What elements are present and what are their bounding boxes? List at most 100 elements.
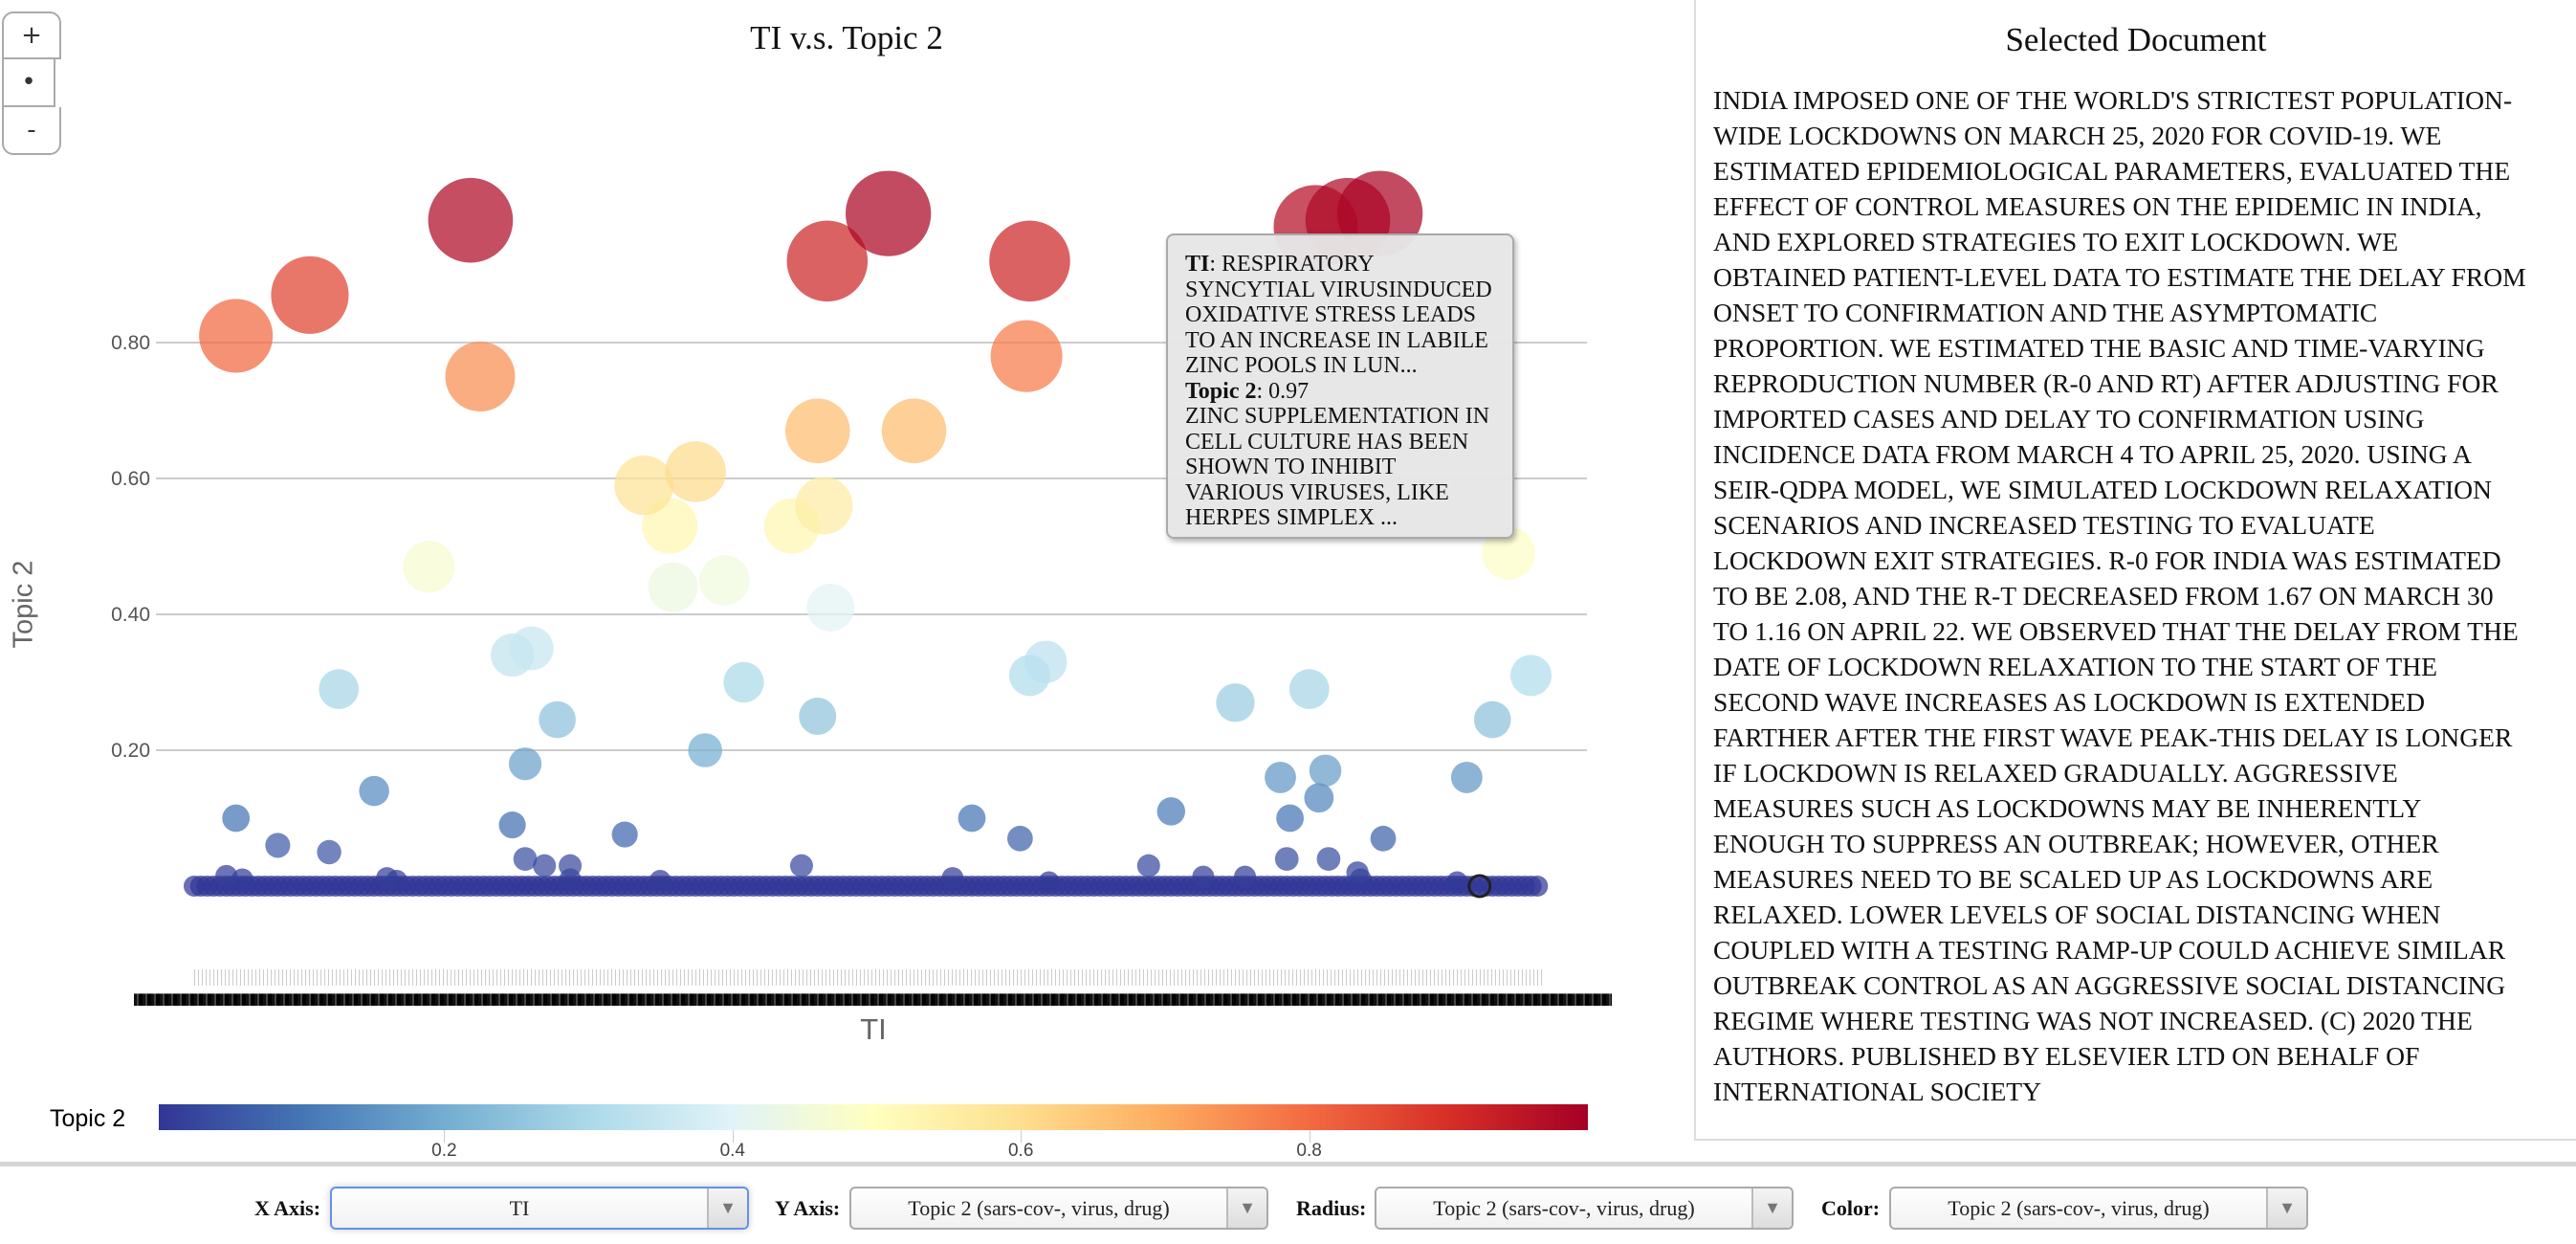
data-point[interactable]	[508, 747, 542, 781]
radius-select[interactable]: Topic 2 (sars-cov-, virus, drug) ▼	[1375, 1187, 1794, 1230]
data-point[interactable]	[1234, 865, 1257, 888]
colorbar-tick-label: 0.6	[1007, 1141, 1034, 1161]
data-point[interactable]	[1309, 754, 1342, 788]
data-point[interactable]	[1450, 761, 1483, 793]
data-point[interactable]	[665, 441, 726, 502]
data-point[interactable]	[1370, 825, 1397, 852]
data-point[interactable]	[1304, 783, 1334, 813]
data-point[interactable]	[1482, 526, 1535, 580]
colorbar-tick	[1021, 1130, 1023, 1143]
dropdown-arrow-icon[interactable]: ▼	[1226, 1188, 1266, 1228]
colorbar-tick	[444, 1130, 446, 1143]
data-point[interactable]	[265, 833, 291, 858]
chart-title: TI v.s. Topic 2	[750, 19, 943, 56]
data-point[interactable]	[845, 170, 932, 256]
data-point[interactable]	[1274, 847, 1299, 871]
data-point[interactable]	[1276, 804, 1304, 833]
data-point[interactable]	[513, 847, 538, 871]
data-point[interactable]	[1288, 669, 1330, 709]
selected-document-panel[interactable]: Selected Document INDIA IMPOSED ONE OF T…	[1694, 0, 2576, 1141]
data-point[interactable]	[199, 299, 274, 373]
data-point[interactable]	[1038, 871, 1060, 893]
data-point[interactable]	[990, 320, 1063, 392]
data-point[interactable]	[688, 733, 722, 767]
data-point[interactable]	[1316, 847, 1341, 871]
data-point[interactable]	[795, 477, 853, 535]
data-point[interactable]	[498, 811, 526, 839]
data-point[interactable]	[799, 698, 837, 735]
colorbar-tick	[732, 1130, 734, 1143]
document-title: Selected Document	[2005, 21, 2267, 58]
data-point[interactable]	[1510, 655, 1552, 697]
color-select[interactable]: Topic 2 (sars-cov-, virus, drug) ▼	[1889, 1187, 2308, 1230]
x-axis-select-value: TI	[509, 1195, 530, 1220]
x-axis-tick-labels	[134, 993, 1612, 1006]
data-point[interactable]	[699, 555, 750, 606]
zoom-in-button[interactable]: +	[2, 11, 61, 59]
y-axis-select[interactable]: Topic 2 (sars-cov-, virus, drug) ▼	[849, 1187, 1268, 1230]
data-point[interactable]	[611, 821, 638, 848]
data-point[interactable]	[941, 867, 964, 889]
data-point[interactable]	[403, 541, 455, 593]
y-tick-label: 0.40	[111, 604, 150, 626]
data-point[interactable]	[1265, 761, 1296, 793]
data-point[interactable]	[445, 342, 516, 411]
data-point[interactable]	[649, 870, 672, 892]
data-point[interactable]	[271, 255, 349, 334]
data-point[interactable]	[786, 220, 869, 302]
y-tick-label: 0.80	[111, 332, 150, 354]
zoom-reset-button[interactable]: •	[2, 59, 55, 107]
tooltip-ti-label: TI	[1185, 252, 1210, 277]
data-point[interactable]	[989, 220, 1070, 302]
colorbar-tick-label: 0.2	[431, 1141, 457, 1161]
dropdown-arrow-icon[interactable]: ▼	[707, 1188, 747, 1228]
data-point[interactable]	[881, 398, 947, 464]
data-point[interactable]	[806, 583, 855, 632]
tooltip: TI: RESPIRATORY SYNCYTIAL VIRUSINDUCED O…	[1166, 233, 1514, 539]
data-point[interactable]	[784, 398, 850, 464]
data-point[interactable]	[215, 864, 238, 887]
radius-select-label: Radius:	[1296, 1196, 1367, 1220]
data-point[interactable]	[376, 867, 398, 889]
y-axis-select-value: Topic 2 (sars-cov-, virus, drug)	[908, 1195, 1170, 1220]
data-point[interactable]	[509, 626, 554, 671]
data-point[interactable]	[1136, 854, 1160, 877]
data-point[interactable]	[1216, 683, 1255, 722]
data-point[interactable]	[317, 839, 341, 865]
data-point[interactable]	[539, 700, 576, 739]
zoom-out-button[interactable]: -	[2, 107, 61, 155]
data-point[interactable]	[789, 854, 813, 877]
colorbar-label: Topic 2	[50, 1105, 126, 1132]
data-point[interactable]	[614, 455, 674, 516]
data-point[interactable]	[1024, 640, 1068, 683]
data-point[interactable]	[559, 854, 583, 877]
data-point[interactable]	[648, 562, 698, 612]
data-point[interactable]	[1007, 825, 1033, 852]
data-point[interactable]	[958, 804, 986, 833]
hovered-point-ring	[1467, 874, 1492, 899]
data-point[interactable]	[359, 775, 389, 807]
x-axis-label: TI	[860, 1012, 887, 1046]
data-point[interactable]	[723, 661, 764, 703]
x-axis-select[interactable]: TI ▼	[330, 1187, 749, 1230]
data-point[interactable]	[1156, 797, 1186, 826]
data-point[interactable]	[533, 854, 557, 877]
data-point[interactable]	[1446, 871, 1468, 893]
data-point[interactable]	[319, 669, 360, 709]
colorbar-tick-label: 0.4	[719, 1141, 745, 1161]
y-tick-label: 0.20	[111, 740, 150, 762]
tooltip-abstract: ZINC SUPPLEMENTATION IN CELL CULTURE HAS…	[1185, 404, 1490, 530]
tooltip-ti-value: : RESPIRATORY SYNCYTIAL VIRUSINDUCED OXI…	[1185, 252, 1492, 378]
dropdown-arrow-icon[interactable]: ▼	[2266, 1188, 2306, 1228]
colorbar	[159, 1104, 1588, 1130]
data-point[interactable]	[1346, 861, 1369, 884]
data-point[interactable]	[428, 177, 514, 263]
color-select-label: Color:	[1821, 1196, 1881, 1220]
data-point[interactable]	[1527, 876, 1549, 897]
x-axis-select-label: X Axis:	[254, 1196, 321, 1220]
data-point[interactable]	[222, 804, 251, 833]
x-axis-ticks	[194, 969, 1544, 986]
data-point[interactable]	[1192, 865, 1215, 888]
dropdown-arrow-icon[interactable]: ▼	[1751, 1188, 1792, 1228]
data-point[interactable]	[1473, 700, 1511, 739]
